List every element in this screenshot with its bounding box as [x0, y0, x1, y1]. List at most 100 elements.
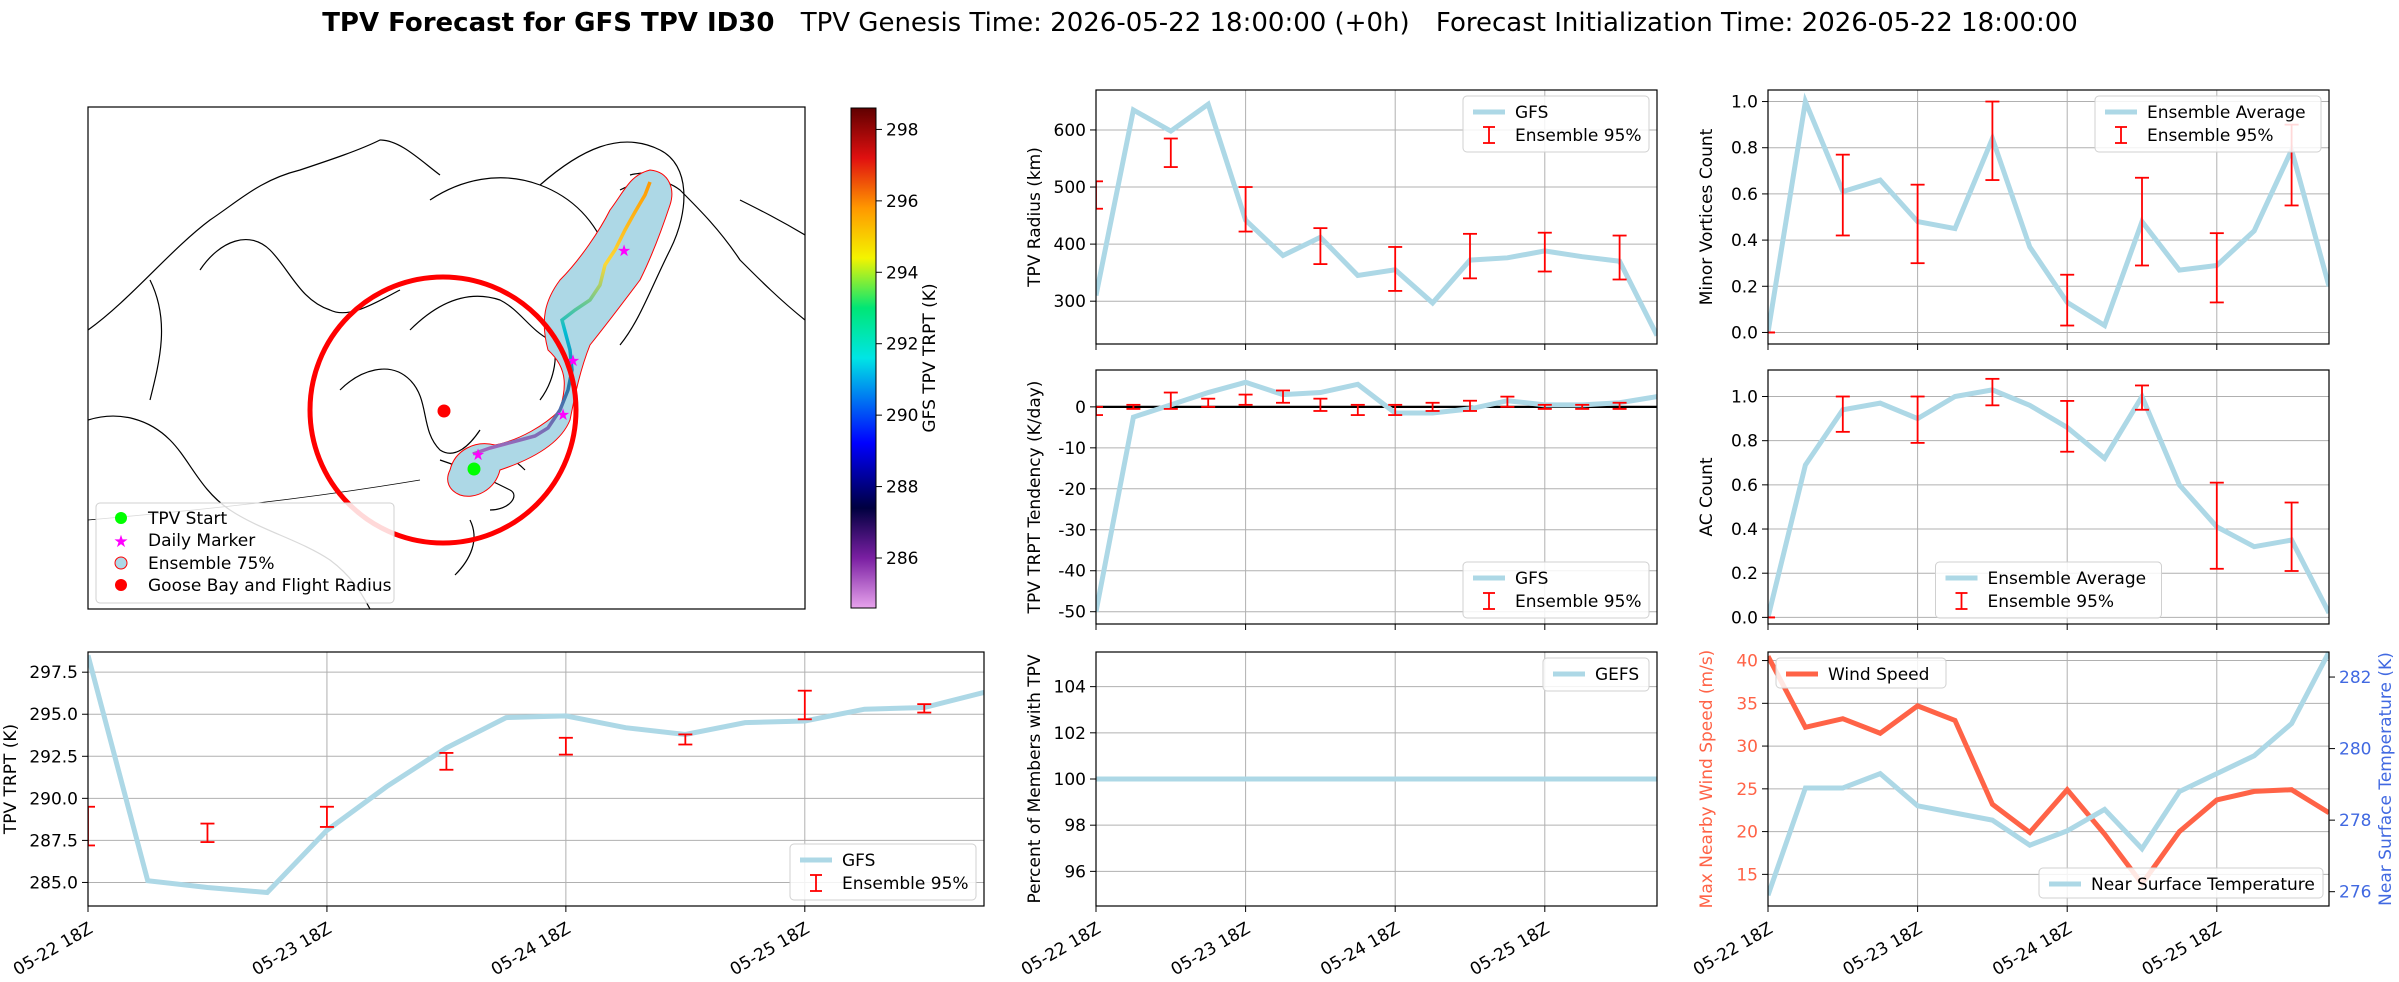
minor-ytick-label-4: 0.8 [1731, 139, 1758, 159]
percent-ytick-label-4: 104 [1054, 678, 1086, 698]
percent-ytick-label-1: 98 [1064, 816, 1086, 836]
wind_temp-ytick-label-1: 20 [1736, 823, 1758, 843]
tendency-ytick-label-2: -30 [1058, 521, 1086, 541]
wind_temp-series-1 [1768, 652, 2329, 897]
wind_temp-xtick-label-0: 05-22 18Z [1690, 919, 1776, 980]
daily-marker-4: ★ [617, 241, 631, 260]
wind_temp-ytick-right-label-1: 278 [2339, 811, 2371, 831]
chart-tendency: -50 -40 -30 -20 -10 0 TPV TRPT Tendency (K/day… [1025, 369, 1658, 630]
wind_temp-legend-label-0: Wind Speed [1828, 665, 1929, 685]
title-init: Forecast Initialization Time: 2026-05-22… [1436, 8, 2078, 38]
radius-legend-swatch-1 [1483, 126, 1495, 144]
wind_temp-ytick-label-4: 35 [1736, 694, 1758, 714]
minor-legend-label-0: Ensemble Average [2147, 103, 2306, 123]
wind_temp-xtick-label-1: 05-23 18Z [1840, 919, 1926, 980]
tendency-ytick-label-5: 0 [1075, 398, 1086, 418]
tpv-start-marker [467, 462, 481, 476]
colorbar-tick-label-4: 294 [886, 263, 918, 283]
chart-percent: 96 98 100 102 104 05-22 18Z 05-23 18Z 05-24 18Z… [1018, 651, 1658, 980]
goose-bay-marker [437, 404, 451, 418]
wind_temp-legend: Wind Speed [1775, 657, 1947, 689]
trpt-ytick-label-5: 297.5 [29, 663, 78, 683]
minor-errorbar-1 [1835, 153, 1850, 237]
tendency-errorbar-12 [1537, 403, 1552, 410]
wind_temp-xtick-label-3: 05-25 18Z [2139, 919, 2225, 980]
legend-start-label: TPV Start [147, 509, 228, 529]
ac-ytick-label-5: 1.0 [1731, 388, 1758, 408]
percent-ytick-label-3: 102 [1054, 724, 1086, 744]
daily-marker-1: ★ [471, 445, 485, 464]
colorbar-tick-label-0: 286 [886, 549, 918, 569]
chart-ac: 0.0 0.2 0.4 0.6 0.8 1.0 AC Count Ensemble Avera… [1697, 369, 2330, 630]
tendency-legend: GFS Ensemble 95% [1462, 561, 1650, 619]
radius-legend: GFS Ensemble 95% [1462, 95, 1650, 153]
tendency-ytick-label-0: -50 [1058, 603, 1086, 623]
colorbar-tick-label-5: 296 [886, 192, 918, 212]
tendency-errorbar-1 [1126, 403, 1141, 410]
ac-errorbar-5 [2135, 384, 2149, 411]
chart-wind_temp: 15 20 25 30 35 40 05-22 18Z 05-23 18Z 05-24 18Z 0… [1690, 650, 2396, 980]
tendency-errorbar-14 [1612, 401, 1627, 410]
minor-legend-label-1: Ensemble 95% [2147, 126, 2274, 146]
legend-goosebay-swatch [115, 579, 127, 591]
wind_temp-ytick-label-3: 30 [1736, 737, 1758, 757]
daily-marker-2: ★ [556, 405, 570, 424]
ac-errorbar-6 [2209, 481, 2224, 570]
colorbar-label: GFS TPV TRPT (K) [920, 283, 940, 432]
trpt-errorbar-1 [200, 822, 215, 843]
legend-ensemble-swatch [114, 556, 128, 570]
trpt-errorbar-7 [917, 703, 932, 714]
trpt-series-0 [88, 654, 984, 896]
legend-start-swatch [115, 512, 127, 524]
minor-frame [1767, 89, 2330, 345]
trpt-xtick-label-0: 05-22 18Z [10, 919, 96, 980]
coastline-baffin [409, 295, 556, 401]
radius-ytick-label-0: 300 [1054, 292, 1086, 312]
minor-errorbar-4 [2060, 273, 2075, 327]
tpv-track [472, 181, 652, 456]
wind_temp-ytick-right-label-0: 276 [2339, 883, 2371, 903]
coastline-arctic [88, 139, 441, 331]
wind_temp-ytick-label-0: 15 [1736, 865, 1758, 885]
tendency-ytick-label-1: -40 [1058, 562, 1086, 582]
wind_temp-ytick-right-label-2: 280 [2339, 740, 2371, 760]
ac-errorbar-2 [1910, 395, 1925, 444]
legend-ensemble-label: Ensemble 75% [148, 554, 275, 574]
radius-ytick-label-1: 400 [1054, 235, 1086, 255]
percent-legend-label-0: GEFS [1595, 665, 1639, 685]
radius-ytick-label-2: 500 [1054, 178, 1086, 198]
ac-ytick-label-1: 0.2 [1731, 564, 1758, 584]
wind_temp-legend-label-0: Near Surface Temperature [2091, 875, 2315, 895]
tendency-legend-swatch-1 [1483, 592, 1495, 610]
tendency-legend-box [1462, 561, 1650, 619]
minor-legend: Ensemble Average Ensemble 95% [2094, 95, 2322, 153]
minor-ytick-label-0: 0.0 [1731, 323, 1758, 343]
tendency-errorbar-8 [1388, 403, 1403, 416]
ac-frame [1767, 369, 2330, 625]
chart-minor: 0.0 0.2 0.4 0.6 0.8 1.0 Minor Vortices Count En… [1697, 89, 2330, 350]
ac-legend-swatch-1 [1955, 592, 1968, 610]
trpt-xtick-label-1: 05-23 18Z [249, 919, 335, 980]
percent-xtick-label-1: 05-23 18Z [1168, 919, 1254, 980]
legend-daily-label: Daily Marker [148, 531, 255, 551]
radius-frame [1095, 89, 1658, 345]
figure-title: TPV Forecast for GFS TPV ID30 TPV Genesi… [322, 8, 2078, 38]
radius-errorbar-7 [1612, 234, 1627, 281]
ac-series-0 [1768, 387, 2329, 618]
ac-errorbar-1 [1835, 395, 1850, 433]
radius-series-0 [1096, 100, 1657, 337]
tendency-errorbar-2 [1163, 391, 1178, 410]
minor-ytick-label-2: 0.4 [1731, 231, 1758, 251]
wind_temp-xtick-label-2: 05-24 18Z [1989, 919, 2075, 980]
ac-ylabel: AC Count [1697, 457, 1717, 536]
ac-legend: Ensemble Average Ensemble 95% [1935, 561, 2162, 619]
wind_temp-ytick-label-5: 40 [1736, 652, 1758, 672]
ac-legend-box [1935, 561, 2162, 619]
minor-errorbar-3 [1985, 100, 2000, 181]
flight-radius-circle [307, 274, 579, 546]
tendency-errorbar-10 [1463, 399, 1477, 412]
legend-daily-swatch: ★ [113, 532, 128, 552]
tendency-ytick-label-3: -20 [1058, 480, 1086, 500]
colorbar-ticks: 286 288 290 292 294 296 298 [876, 120, 918, 569]
